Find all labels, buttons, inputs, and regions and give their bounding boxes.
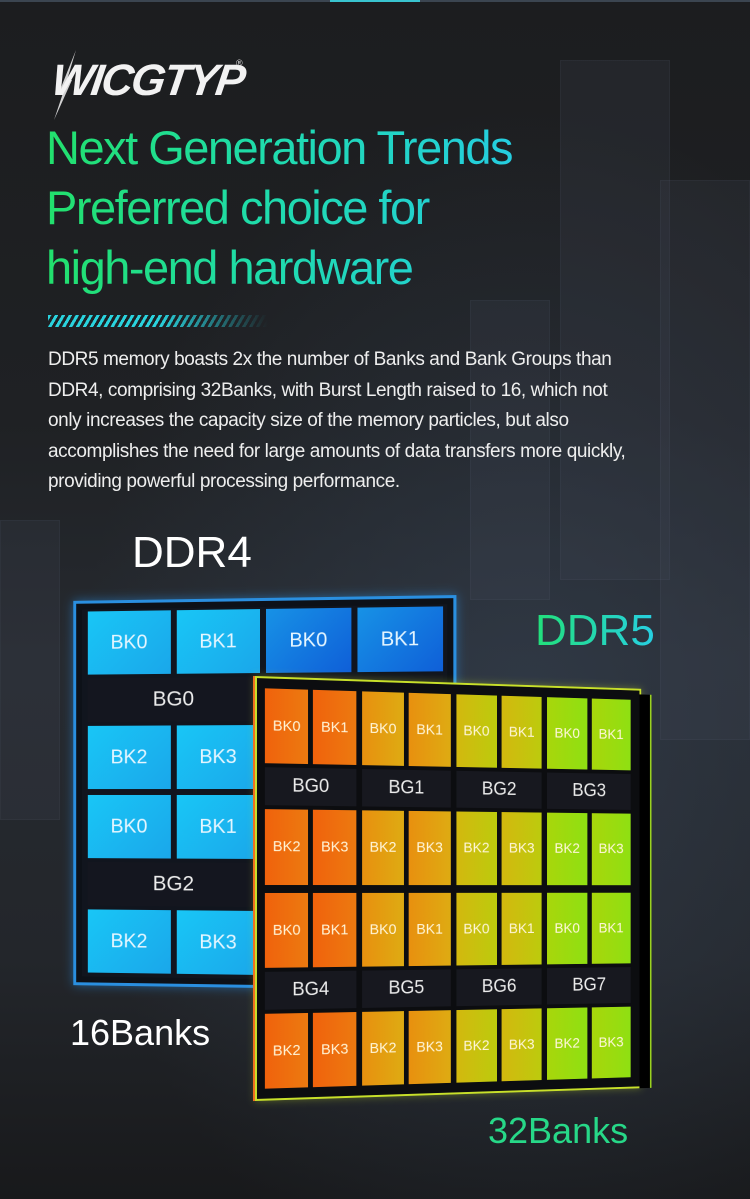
ddr5-bank-group: BK0 BK1 BG7 BK2 BK3 [547,892,631,1080]
registered-mark: ® [236,58,243,68]
bank-cell: BK0 [455,694,497,768]
bank-cell: BK2 [547,1007,588,1080]
bank-cell: BK0 [264,688,309,765]
bank-cell: BK0 [361,892,405,967]
ddr5-bank-group: BK0 BK1 BG5 BK2 BK3 [361,892,451,1086]
bank-group-label: BG7 [547,966,631,1005]
bank-cell: BK0 [265,607,351,673]
ddr5-bank-group: BK0 BK1 BG6 BK2 BK3 [455,892,542,1083]
bank-cell: BK0 [87,794,171,859]
bank-cell: BK1 [591,892,631,964]
bank-group-label: BG4 [264,970,357,1010]
bank-group-label: BG2 [455,771,542,809]
bank-cell: BK1 [501,695,542,769]
background-building [0,520,60,820]
bank-cell: BK2 [87,909,171,974]
bank-cell: BK2 [455,1009,497,1083]
bank-cell: BK3 [591,1006,631,1079]
bank-cell: BK1 [356,606,444,673]
bank-cell: BK2 [87,725,171,790]
bank-cell: BK1 [591,698,631,771]
bank-group-label: BG2 [87,862,261,907]
bank-cell: BK2 [547,812,588,885]
ddr5-chip-diagram: BK0 BK1 BG0 BK2 BK3 BK0 BK1 BG1 BK2 BK3 BK0 B… [255,676,652,1101]
bank-cell: BK3 [313,809,357,885]
bank-group-label: BG0 [87,677,261,722]
bank-cell: BK1 [176,794,261,859]
bank-group-label: BG5 [361,969,451,1008]
ddr5-bank-group: BK0 BK1 BG2 BK2 BK3 [455,694,542,885]
bank-cell: BK0 [547,892,588,965]
ddr5-title: DDR5 [535,606,655,655]
lightning-bolt-icon [54,50,76,120]
description-line: DDR4, comprising 32Banks, with Burst Len… [48,379,608,401]
decorative-stripe [48,315,268,327]
ddr4-bank-group: BK0 BK1 BG2 BK2 BK3 [87,794,261,975]
bank-cell: BK1 [501,892,542,965]
bank-cell: BK3 [176,910,261,975]
brand-logo: WICGTYP ® [46,50,247,120]
bank-group-label: BG6 [455,968,542,1006]
headline: Next Generation Trends Preferred choice … [46,118,512,298]
bank-cell: BK0 [264,892,309,968]
bank-cell: BK1 [313,892,357,968]
background-building [470,300,550,600]
ddr5-bank-group: BK0 BK1 BG0 BK2 BK3 [264,688,357,885]
description-line: DDR5 memory boasts 2x the number of Bank… [48,349,612,370]
bank-cell: BK0 [455,892,497,966]
bank-cell: BK1 [408,892,451,966]
ddr5-bank-count: 32Banks [488,1110,629,1151]
bank-cell: BK2 [264,1012,309,1089]
description-line: providing powerful processing performanc… [48,471,400,492]
ddr5-bank-group: BK0 BK1 BG3 BK2 BK3 [547,697,631,885]
bank-cell: BK1 [176,609,261,674]
bank-cell: BK2 [264,809,309,885]
ddr4-bank-group: BK0 BK1 BG0 BK2 BK3 [87,609,261,790]
bank-cell: BK2 [361,1010,405,1086]
headline-line: Next Generation Trends [46,121,512,174]
bank-group-label: BG3 [547,772,631,811]
background-building [560,60,670,580]
top-divider [0,0,750,2]
ddr5-bank-group: BK0 BK1 BG1 BK2 BK3 [361,691,451,885]
bank-cell: BK0 [87,610,171,675]
bank-cell: BK1 [408,692,451,768]
bank-cell: BK3 [408,1009,451,1085]
bank-cell: BK3 [408,811,451,885]
background-building [660,180,750,740]
bank-cell: BK1 [313,689,357,766]
bank-group-label: BG1 [361,769,451,808]
bank-cell: BK2 [361,810,405,885]
bank-cell: BK3 [501,812,542,885]
bank-group-label: BG0 [264,767,357,807]
bank-cell: BK3 [313,1011,357,1088]
bank-cell: BK3 [176,725,261,790]
description-line: accomplishes the need for large amounts … [48,440,626,462]
ddr4-title: DDR4 [132,528,252,577]
bank-cell: BK0 [547,697,588,770]
bank-cell: BK3 [591,813,631,885]
headline-line: Preferred choice for [46,181,429,234]
brand-name: WICGTYP [48,56,247,105]
description: DDR5 memory boasts 2x the number of Bank… [48,345,728,498]
ddr4-bank-count: 16Banks [70,1012,211,1053]
description-line: only increases the capacity size of the … [48,410,569,431]
bank-cell: BK0 [361,691,405,767]
ddr5-bank-group: BK0 BK1 BG4 BK2 BK3 [264,892,357,1089]
bank-cell: BK2 [455,811,497,885]
headline-line: high-end hardware [46,241,413,294]
bank-cell: BK3 [501,1008,542,1082]
